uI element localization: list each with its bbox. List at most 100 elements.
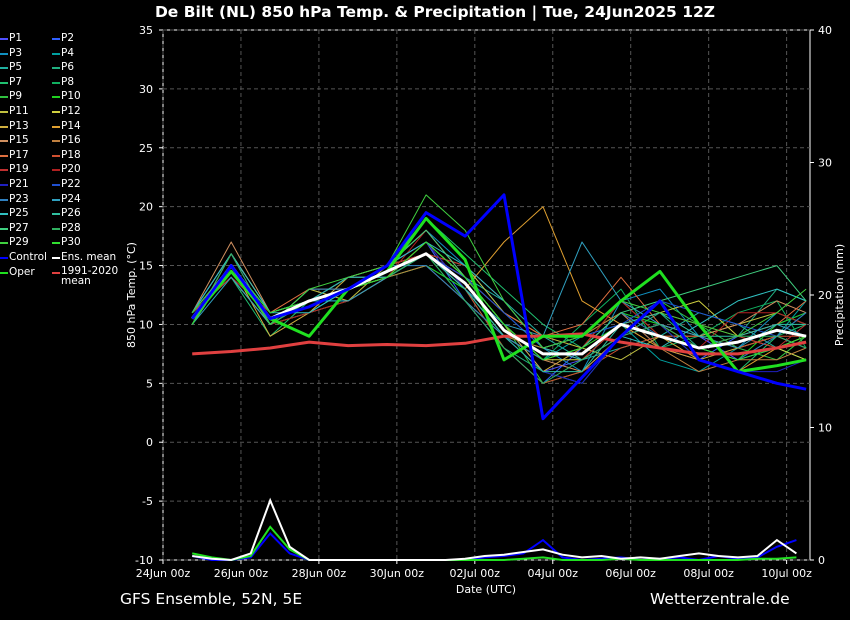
- legend-swatch: [52, 110, 60, 113]
- legend-swatch: [0, 198, 8, 201]
- y-tick-label: 0: [146, 436, 153, 449]
- legend-item: P15: [0, 134, 52, 149]
- y-axis-label: 850 hPa Temp. (°C): [125, 242, 138, 348]
- x-tick-label: 24Jun 00z: [136, 567, 191, 580]
- x-tick-label: 28Jun 00z: [292, 567, 347, 580]
- legend-item: P20: [52, 163, 124, 178]
- legend-item: P19: [0, 163, 52, 178]
- legend-label: P22: [61, 177, 81, 190]
- legend-item: Ens. mean: [52, 251, 124, 266]
- y-tick-label: -5: [142, 495, 153, 508]
- legend-item: P27: [0, 222, 52, 237]
- legend-swatch: [52, 140, 60, 143]
- legend-item: P30: [52, 236, 124, 251]
- legend-item: P11: [0, 105, 52, 120]
- legend: P1 P2 P3 P4 P5 P6 P7 P8 P9 P10 P11 P12 P13 P14 P15 P16 P…: [0, 32, 124, 286]
- legend-item: P18: [52, 149, 124, 164]
- legend-item: P6: [52, 61, 124, 76]
- legend-label: P6: [61, 61, 75, 74]
- legend-swatch: [52, 227, 60, 230]
- legend-label: P8: [61, 75, 75, 88]
- y2-tick-label: 0: [818, 554, 825, 567]
- legend-label: P21: [9, 177, 29, 190]
- legend-swatch: [0, 169, 8, 172]
- legend-swatch: [52, 38, 60, 40]
- legend-item: P9: [0, 90, 52, 105]
- legend-swatch: [0, 110, 8, 113]
- legend-item: Oper: [0, 266, 52, 281]
- legend-label: P11: [9, 104, 29, 117]
- legend-item: P10: [52, 90, 124, 105]
- legend-label: P30: [61, 236, 81, 249]
- y-tick-label: 5: [146, 377, 153, 390]
- legend-swatch: [0, 96, 8, 99]
- legend-swatch: [0, 38, 8, 40]
- legend-item: P29: [0, 236, 52, 251]
- legend-swatch: [52, 52, 60, 55]
- legend-item: P14: [52, 120, 124, 135]
- legend-item: P13: [0, 120, 52, 135]
- series-line: [192, 332, 807, 356]
- legend-swatch: [0, 52, 8, 55]
- legend-item: Control: [0, 251, 52, 266]
- legend-label: P28: [61, 221, 81, 234]
- legend-item: P26: [52, 207, 124, 222]
- legend-label: P9: [9, 90, 23, 103]
- y2-tick-label: 10: [818, 422, 832, 435]
- legend-swatch: [0, 256, 8, 259]
- legend-label: 1991-2020 mean: [61, 264, 119, 287]
- legend-item: P2: [52, 32, 124, 47]
- legend-item: P22: [52, 178, 124, 193]
- series-line: [191, 194, 807, 349]
- legend-label: P27: [9, 221, 29, 234]
- legend-swatch: [52, 198, 60, 201]
- legend-item: P1: [0, 32, 52, 47]
- legend-item: P17: [0, 149, 52, 164]
- legend-label: P23: [9, 192, 29, 205]
- legend-label: P26: [61, 207, 81, 220]
- legend-item: P28: [52, 222, 124, 237]
- y-tick-label: -10: [135, 554, 153, 567]
- y-tick-label: 30: [139, 83, 153, 96]
- y-tick-label: 10: [139, 318, 153, 331]
- legend-label: P13: [9, 119, 29, 132]
- legend-item: P12: [52, 105, 124, 120]
- legend-swatch: [52, 213, 60, 216]
- x-tick-label: 26Jun 00z: [214, 567, 269, 580]
- legend-label: P20: [61, 163, 81, 176]
- y-tick-label: 25: [139, 142, 153, 155]
- x-axis-label: Date (UTC): [456, 583, 516, 596]
- legend-label: P2: [61, 32, 75, 44]
- y2-axis-label: Precipitation (mm): [833, 244, 846, 346]
- legend-label: Oper: [9, 265, 35, 278]
- legend-swatch: [52, 67, 60, 70]
- legend-swatch: [52, 242, 60, 245]
- legend-item: P4: [52, 47, 124, 62]
- legend-label: P3: [9, 46, 23, 59]
- precipitation-line: [191, 525, 797, 562]
- legend-item: P23: [0, 193, 52, 208]
- legend-swatch: [0, 81, 8, 84]
- series-line: [191, 241, 807, 361]
- legend-swatch: [0, 242, 8, 245]
- legend-swatch: [0, 183, 8, 186]
- x-tick-label: 02Jul 00z: [450, 567, 501, 580]
- footer-right: Wetterzentrale.de: [650, 590, 790, 608]
- legend-label: Ens. mean: [61, 250, 117, 263]
- y2-tick-label: 20: [818, 289, 832, 302]
- series-line: [190, 193, 807, 421]
- x-tick-label: 10Jul 00z: [761, 567, 812, 580]
- legend-label: P19: [9, 163, 29, 176]
- legend-item: P5: [0, 61, 52, 76]
- legend-label: P17: [9, 148, 29, 161]
- legend-item: P25: [0, 207, 52, 222]
- legend-label: P14: [61, 119, 81, 132]
- legend-swatch: [52, 256, 60, 259]
- chart-title: De Bilt (NL) 850 hPa Temp. & Precipitati…: [155, 3, 715, 22]
- precipitation-line: [192, 497, 797, 562]
- legend-label: Control: [9, 250, 47, 263]
- legend-item: P8: [52, 76, 124, 91]
- series-line: [190, 252, 807, 356]
